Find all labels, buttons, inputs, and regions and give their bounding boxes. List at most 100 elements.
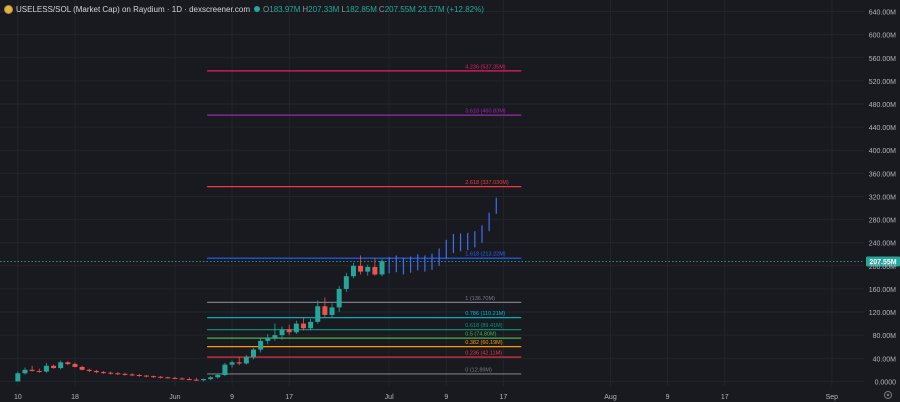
fibonacci-levels[interactable]: 0 (12.89M) 0.236 (42.11M) 0.382 (60.19M) 0.… [207, 64, 522, 375]
status-dot-icon [254, 6, 261, 12]
x-tick-label: 17 [721, 394, 729, 401]
candle-body [358, 265, 364, 272]
candle-body [201, 379, 207, 381]
candle-body [350, 265, 356, 277]
high-label: H [302, 4, 309, 14]
candle-body [186, 379, 192, 381]
candle-body [308, 321, 314, 329]
candle-body [101, 372, 107, 374]
candle-body [72, 364, 78, 367]
fib-label: 3.618 (460.83M) [465, 109, 506, 115]
low-label: L [341, 4, 346, 14]
candle-body [129, 374, 135, 376]
fib-label: 0.382 (60.19M) [465, 340, 502, 346]
candle-body [236, 362, 242, 364]
open-value: 183.97M [269, 4, 301, 14]
y-tick-label: 0.0000 [875, 379, 897, 386]
x-tick-label: 10 [14, 394, 22, 401]
y-tick-label: 520.00M [869, 79, 896, 86]
y-tick-label: 240.00M [869, 241, 896, 248]
candle-body [272, 335, 278, 339]
y-tick-label: 120.00M [869, 310, 896, 317]
candle-body [15, 373, 21, 382]
candle-body [79, 366, 85, 370]
candle-body [122, 373, 128, 375]
candle-body [86, 369, 92, 371]
open-label: O [263, 4, 270, 14]
x-tick-label: Sep [826, 394, 839, 401]
x-tick-label: 9 [230, 394, 234, 401]
candle-body [108, 372, 114, 374]
settings-gear-icon[interactable] [884, 391, 892, 399]
candle-body [65, 362, 71, 365]
close-value: 207.55M [384, 4, 416, 14]
candle-body [372, 266, 378, 275]
candle-body [115, 373, 121, 375]
candle-body [379, 261, 385, 275]
fib-label: 0.786 (110.21M) [465, 311, 505, 317]
candles [15, 255, 385, 382]
y-tick-label: 40.00M [873, 356, 897, 363]
candle-body [229, 362, 235, 365]
candle-body [293, 323, 299, 333]
candle-body [265, 338, 271, 341]
candle-body [243, 357, 249, 364]
token-logo-icon [4, 4, 13, 14]
projection-bars [388, 197, 497, 275]
x-tick-label: 17 [285, 394, 293, 401]
candle-body [43, 365, 49, 372]
candle-body [258, 340, 264, 350]
close-label: C [378, 4, 385, 14]
x-tick-label: 9 [444, 394, 448, 401]
x-tick-label: 18 [71, 394, 79, 401]
x-tick-label: Aug [604, 394, 617, 401]
fib-label: 4.236 (537.35M) [465, 64, 506, 70]
x-tick-label: Jul [385, 394, 394, 401]
candle-body [343, 276, 349, 289]
candle-body [365, 266, 371, 272]
candle-body [329, 307, 335, 315]
y-tick-label: 80.00M [873, 333, 897, 340]
y-tick-label: 400.00M [869, 148, 896, 155]
candle-body [172, 377, 178, 379]
candle-body [179, 378, 185, 380]
y-tick-label: 280.00M [869, 218, 896, 225]
y-tick-label: 440.00M [869, 125, 896, 132]
fib-label: 1.618 (213.22M) [465, 252, 506, 258]
candle-body [143, 375, 149, 377]
change-value: 23.57M (+12.82%) [417, 4, 484, 14]
high-value: 207.33M [308, 4, 340, 14]
y-tick-label: 600.00M [869, 33, 896, 40]
candle-body [250, 349, 256, 358]
x-tick-label: 17 [500, 394, 508, 401]
candle-body [136, 375, 142, 377]
candle-body [208, 377, 214, 380]
fib-label: 0.5 (74.80M) [465, 332, 496, 338]
low-value: 182.85M [345, 4, 377, 14]
candle-body [336, 288, 342, 308]
x-axis[interactable]: 10 18 Jun 9 17 Jul 9 17 Aug 9 17 Sep [14, 394, 838, 401]
candle-body [158, 376, 164, 378]
candle-body [36, 370, 42, 372]
fib-label: 0.236 (42.11M) [465, 351, 502, 357]
fib-label: 0 (12.89M) [465, 367, 492, 373]
y-tick-label: 480.00M [869, 102, 896, 109]
price-badge-label: 207.55M [869, 259, 896, 266]
y-tick-label: 360.00M [869, 171, 896, 178]
fib-label: 1 (136.70M) [465, 296, 495, 302]
candle-body [165, 377, 171, 379]
y-tick-label: 560.00M [869, 56, 896, 63]
chart-header: USELESS/SOL (Market Cap) on Raydium · 1D… [4, 2, 486, 16]
candle-body [279, 329, 285, 336]
candle-body [322, 306, 328, 315]
y-tick-label: 160.00M [869, 287, 896, 294]
candle-body [193, 379, 199, 381]
candle-body [215, 375, 221, 378]
y-axis[interactable]: 0.000040.00M80.00M120.00M160.00M200.00M2… [869, 10, 896, 387]
price-badge [866, 256, 900, 267]
y-tick-label: 320.00M [869, 194, 896, 201]
candle-body [300, 323, 306, 329]
candle-body [222, 364, 228, 376]
